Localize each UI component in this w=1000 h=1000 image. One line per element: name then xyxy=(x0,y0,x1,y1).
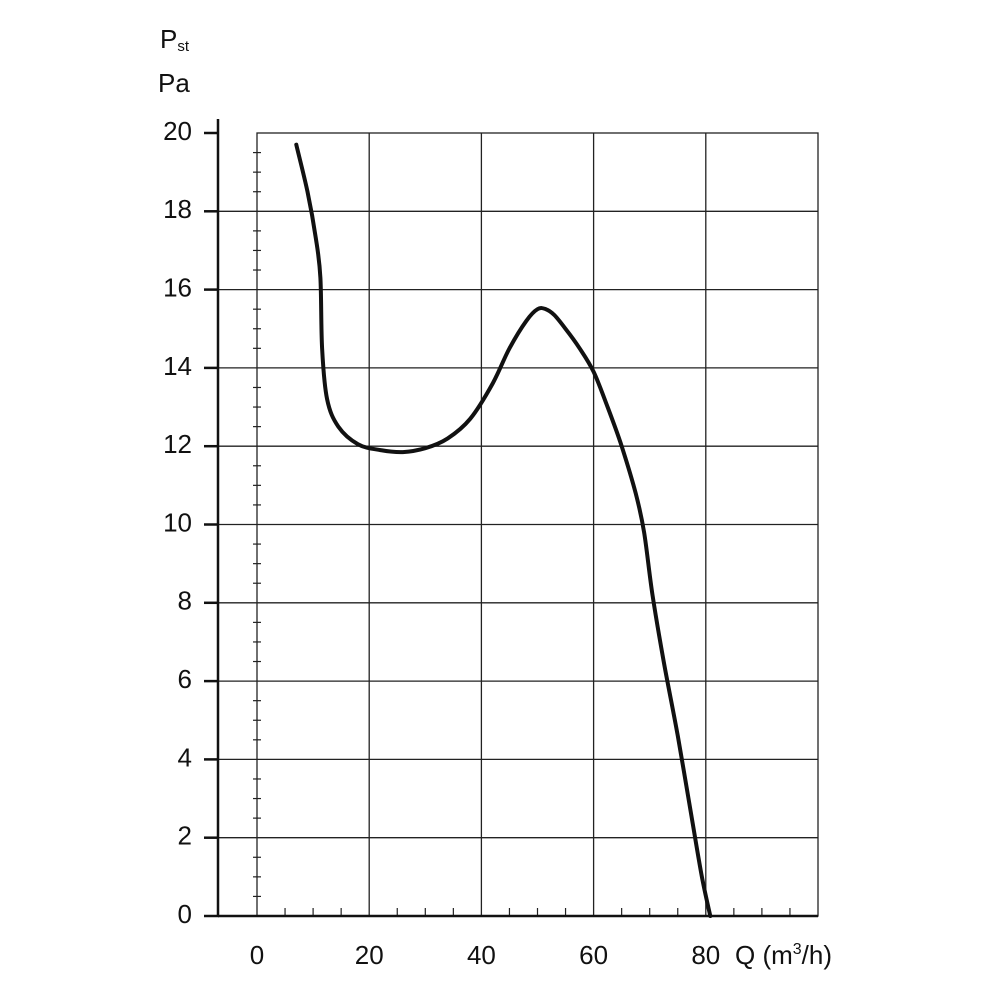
major-ticks xyxy=(204,131,818,918)
x-axis-label-end: /h) xyxy=(802,940,832,970)
x-axis-label: Q (m3/h) xyxy=(735,940,832,970)
y-tick-label-10: 10 xyxy=(163,507,192,537)
y-axis-label-symbol: Pst xyxy=(160,24,190,55)
x-tick-label-20: 20 xyxy=(355,940,384,970)
y-tick-label-8: 8 xyxy=(178,586,192,616)
x-tick-labels: 0 20 40 60 80 xyxy=(250,940,720,970)
y-tick-label-6: 6 xyxy=(178,664,192,694)
y-tick-label-2: 2 xyxy=(178,821,192,851)
y-tick-label-4: 4 xyxy=(178,742,192,772)
grid xyxy=(218,132,819,917)
y-tick-label-12: 12 xyxy=(163,429,192,459)
y-tick-labels: 0 2 4 6 8 10 12 14 16 18 20 xyxy=(163,116,192,929)
y-tick-label-14: 14 xyxy=(163,351,192,381)
x-tick-label-40: 40 xyxy=(467,940,496,970)
x-axis-label-superscript: 3 xyxy=(793,941,802,958)
x-tick-label-60: 60 xyxy=(579,940,608,970)
x-tick-label-0: 0 xyxy=(250,940,264,970)
minor-ticks xyxy=(253,151,791,916)
y-tick-label-20: 20 xyxy=(163,116,192,146)
y-tick-label-16: 16 xyxy=(163,272,192,302)
y-tick-label-0: 0 xyxy=(178,899,192,929)
y-axis-label-subscript: st xyxy=(177,38,190,55)
y-tick-label-18: 18 xyxy=(163,194,192,224)
y-axis-label-unit: Pa xyxy=(158,68,190,98)
pressure-flow-curve xyxy=(294,142,713,918)
x-tick-label-80: 80 xyxy=(691,940,720,970)
